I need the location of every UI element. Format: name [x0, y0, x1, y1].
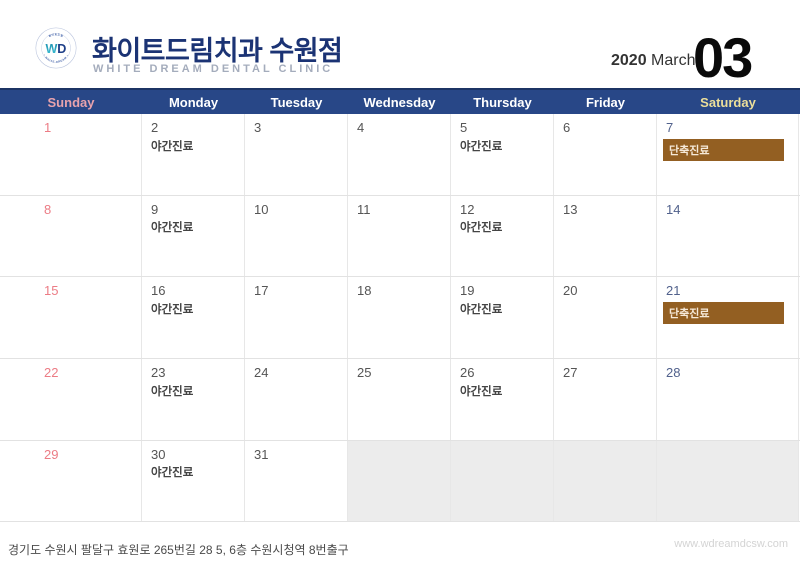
svg-text:D: D [57, 42, 66, 56]
svg-text:W: W [46, 42, 58, 56]
